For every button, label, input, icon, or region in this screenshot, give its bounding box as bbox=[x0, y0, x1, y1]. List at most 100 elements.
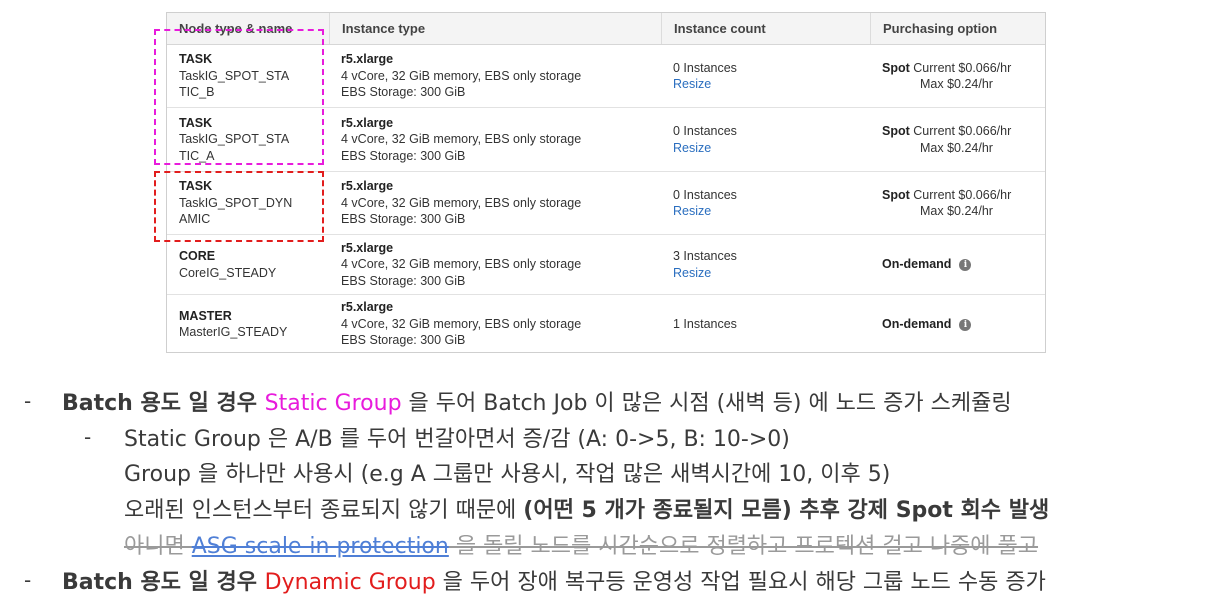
instance-spec: 4 vCore, 32 GiB memory, EBS only storage bbox=[341, 195, 582, 210]
spot-max-price: Max $0.24/hr bbox=[920, 204, 993, 218]
instance-groups-table: Node type & name Instance type Instance … bbox=[166, 12, 1046, 353]
instance-count: 0 Instances bbox=[673, 187, 737, 202]
resize-link[interactable]: Resize bbox=[673, 204, 712, 218]
header-instance-count[interactable]: Instance count bbox=[661, 13, 870, 44]
spot-max-price: Max $0.24/hr bbox=[920, 140, 993, 155]
spot-max-price: Max $0.24/hr bbox=[920, 77, 993, 91]
ebs-storage: EBS Storage: 300 GiB bbox=[341, 212, 466, 227]
instance-type: r5.xlarge bbox=[341, 115, 394, 130]
purchase-type: Spot bbox=[882, 124, 910, 138]
node-cell: TASK TaskIG_SPOT_DYN AMIC bbox=[167, 172, 329, 234]
header-purchasing-option[interactable]: Purchasing option bbox=[870, 13, 1045, 44]
note-text: Batch 용도 일 경우 bbox=[62, 570, 265, 595]
note-bullet-dynamic: Batch 용도 일 경우 Dynamic Group 을 두어 장애 복구등 … bbox=[62, 568, 1046, 598]
resize-link[interactable]: Resize bbox=[673, 77, 712, 91]
table-header: Node type & name Instance type Instance … bbox=[167, 13, 1045, 45]
instance-type-cell: r5.xlarge 4 vCore, 32 GiB memory, EBS on… bbox=[329, 172, 661, 234]
instance-count: 0 Instances bbox=[673, 60, 737, 75]
node-name-line: TaskIG_SPOT_STA bbox=[179, 68, 290, 83]
resize-link[interactable]: Resize bbox=[673, 140, 712, 155]
note-sub-line: Group 을 하나만 사용시 (e.g A 그룹만 사용시, 작업 많은 새벽… bbox=[124, 462, 891, 487]
purchase-type: Spot bbox=[882, 60, 910, 75]
table-row: TASK TaskIG_SPOT_STA TIC_A r5.xlarge 4 v… bbox=[167, 108, 1045, 172]
instance-count-cell: 3 Instances Resize bbox=[661, 235, 870, 294]
node-cell: TASK TaskIG_SPOT_STA TIC_A bbox=[167, 108, 329, 171]
instance-count-cell: 0 Instances Resize bbox=[661, 172, 870, 234]
instance-type-cell: r5.xlarge 4 vCore, 32 GiB memory, EBS on… bbox=[329, 45, 661, 107]
header-node-type[interactable]: Node type & name bbox=[179, 21, 293, 36]
note-text: 아니면 bbox=[124, 534, 192, 559]
instance-type: r5.xlarge bbox=[341, 240, 394, 255]
note-struck-line: 아니면 ASG scale-in protection 을 돌릴 노드를 시간순… bbox=[124, 532, 1038, 562]
ebs-storage: EBS Storage: 300 GiB bbox=[341, 85, 466, 100]
header-instance-type[interactable]: Instance type bbox=[329, 13, 661, 44]
node-type: TASK bbox=[179, 115, 213, 130]
purchase-type: On-demand bbox=[882, 316, 952, 331]
node-type: TASK bbox=[179, 179, 213, 194]
instance-type: r5.xlarge bbox=[341, 300, 394, 315]
node-name-line: TaskIG_SPOT_DYN bbox=[179, 195, 293, 210]
node-name-line: TaskIG_SPOT_STA bbox=[179, 132, 290, 147]
note-text: 을 두어 장애 복구등 운영성 작업 필요시 해당 그룹 노드 수동 증가 bbox=[435, 570, 1046, 595]
node-type: MASTER bbox=[179, 308, 232, 323]
spot-current-price: Current $0.066/hr bbox=[913, 60, 1012, 75]
instance-type-cell: r5.xlarge 4 vCore, 32 GiB memory, EBS on… bbox=[329, 295, 661, 353]
note-bold-text: (어떤 5 개가 종료될지 모름) 추후 강제 Spot 회수 발생 bbox=[523, 498, 1050, 523]
instance-type-cell: r5.xlarge 4 vCore, 32 GiB memory, EBS on… bbox=[329, 235, 661, 294]
node-name-line: TIC_B bbox=[179, 85, 215, 100]
instance-type: r5.xlarge bbox=[341, 179, 394, 194]
note-text: 을 두어 Batch Job 이 많은 시점 (새벽 등) 에 노드 증가 스케… bbox=[401, 391, 1012, 416]
table-row: CORE CoreIG_STEADY r5.xlarge 4 vCore, 32… bbox=[167, 235, 1045, 295]
instance-count: 0 Instances bbox=[673, 124, 737, 138]
node-cell: MASTER MasterIG_STEADY bbox=[167, 295, 329, 353]
note-sub-line: 오래된 인스턴스부터 종료되지 않기 때문에 (어떤 5 개가 종료될지 모름)… bbox=[124, 496, 1049, 526]
node-cell: TASK TaskIG_SPOT_STA TIC_B bbox=[167, 45, 329, 107]
purchasing-cell: On-demand i bbox=[870, 295, 1045, 353]
bullet-dash: - bbox=[24, 568, 32, 592]
spot-current-price: Current $0.066/hr bbox=[913, 187, 1012, 202]
instance-count: 3 Instances bbox=[673, 249, 737, 263]
table-row: MASTER MasterIG_STEADY r5.xlarge 4 vCore… bbox=[167, 295, 1045, 353]
purchasing-cell: On-demand i bbox=[870, 235, 1045, 294]
static-group-label: Static Group bbox=[264, 391, 402, 416]
note-text: 을 돌릴 노드를 시간순으로 정렬하고 프로텍션 걸고 나중에 풀고 bbox=[448, 534, 1039, 559]
purchase-type: Spot bbox=[882, 187, 910, 202]
dynamic-group-label: Dynamic Group bbox=[264, 570, 436, 595]
node-name-line: MasterIG_STEADY bbox=[179, 325, 288, 339]
asg-scale-in-protection-link[interactable]: ASG scale-in protection bbox=[191, 534, 449, 559]
spot-current-price: Current $0.066/hr bbox=[913, 124, 1012, 138]
instance-spec: 4 vCore, 32 GiB memory, EBS only storage bbox=[341, 316, 582, 331]
instance-count-cell: 0 Instances Resize bbox=[661, 108, 870, 171]
node-name-line: CoreIG_STEADY bbox=[179, 265, 277, 280]
instance-count: 1 Instances bbox=[673, 316, 737, 331]
node-type: TASK bbox=[179, 52, 213, 67]
ebs-storage: EBS Storage: 300 GiB bbox=[341, 273, 466, 288]
instance-count-cell: 1 Instances bbox=[661, 295, 870, 353]
note-bullet-static: Batch 용도 일 경우 Static Group 을 두어 Batch Jo… bbox=[62, 389, 1012, 419]
instance-spec: 4 vCore, 32 GiB memory, EBS only storage bbox=[341, 68, 582, 83]
ebs-storage: EBS Storage: 300 GiB bbox=[341, 333, 466, 348]
purchasing-cell: Spot Current $0.066/hr Max $0.24/hr bbox=[870, 45, 1045, 107]
bullet-dash: - bbox=[24, 389, 32, 413]
instance-count-cell: 0 Instances Resize bbox=[661, 45, 870, 107]
note-sub-line: Static Group 은 A/B 를 두어 번갈아면서 증/감 (A: 0-… bbox=[124, 427, 790, 452]
table-row: TASK TaskIG_SPOT_STA TIC_B r5.xlarge 4 v… bbox=[167, 45, 1045, 108]
node-name-line: TIC_A bbox=[179, 148, 215, 163]
note-text: Batch 용도 일 경우 bbox=[62, 391, 265, 416]
purchase-type: On-demand bbox=[882, 257, 952, 272]
info-icon[interactable]: i bbox=[959, 259, 972, 272]
instance-spec: 4 vCore, 32 GiB memory, EBS only storage bbox=[341, 132, 582, 147]
resize-link[interactable]: Resize bbox=[673, 265, 712, 280]
node-name-line: AMIC bbox=[179, 212, 211, 227]
bullet-dash: - bbox=[84, 425, 92, 449]
instance-spec: 4 vCore, 32 GiB memory, EBS only storage bbox=[341, 257, 582, 272]
note-text: 오래된 인스턴스부터 종료되지 않기 때문에 bbox=[124, 498, 524, 523]
instance-type-cell: r5.xlarge 4 vCore, 32 GiB memory, EBS on… bbox=[329, 108, 661, 171]
node-cell: CORE CoreIG_STEADY bbox=[167, 235, 329, 294]
instance-type: r5.xlarge bbox=[341, 52, 394, 67]
info-icon[interactable]: i bbox=[959, 318, 972, 331]
node-type: CORE bbox=[179, 249, 216, 263]
ebs-storage: EBS Storage: 300 GiB bbox=[341, 148, 466, 163]
purchasing-cell: Spot Current $0.066/hr Max $0.24/hr bbox=[870, 108, 1045, 171]
purchasing-cell: Spot Current $0.066/hr Max $0.24/hr bbox=[870, 172, 1045, 234]
